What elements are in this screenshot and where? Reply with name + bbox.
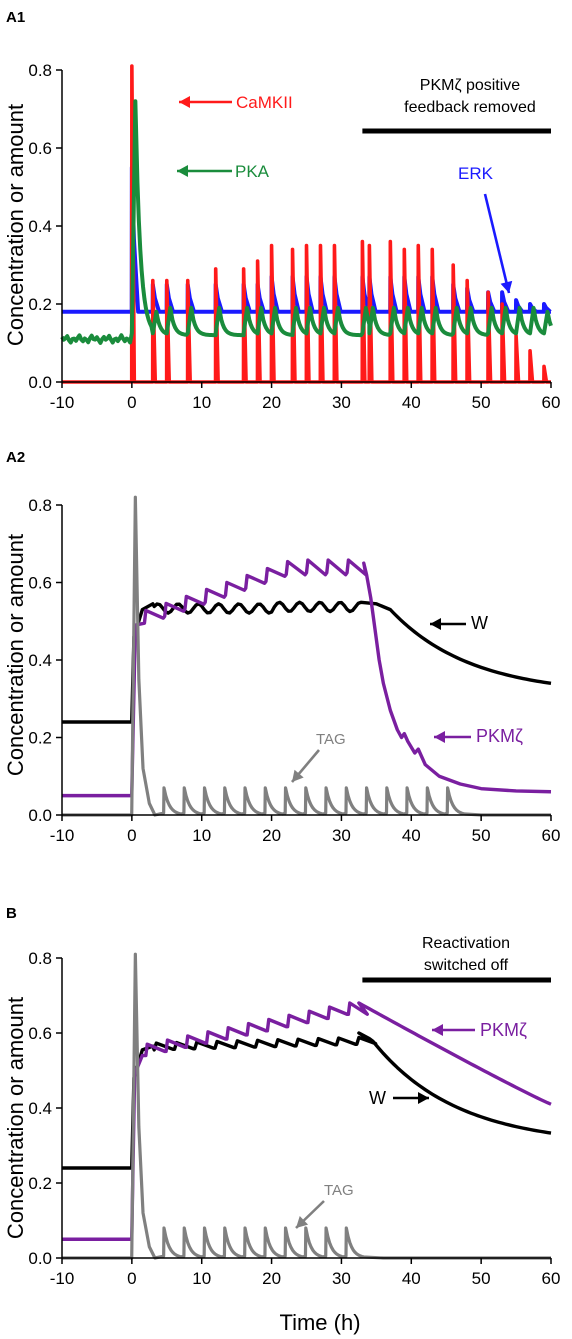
series-w-a2 <box>62 600 552 724</box>
y-tick-label-b: 0.2 <box>28 1174 52 1193</box>
series-pkmzeta-b <box>62 1001 552 1241</box>
x-axis-label: Time (h) <box>279 1310 360 1335</box>
legend-pkmzeta-b: PKMζ <box>480 1020 527 1040</box>
y-axis-label-a2: Concentration or amount <box>3 534 28 776</box>
erk-arrow <box>483 193 511 294</box>
camkii-arrow-head <box>179 96 190 108</box>
x-tick-label-a2: 0 <box>127 826 136 845</box>
x-tick-label-b: 0 <box>127 1269 136 1288</box>
y-tick-label-a1: 0.2 <box>28 295 52 314</box>
x-tick-label-a1: 40 <box>402 393 421 412</box>
x-tick-label-a2: -10 <box>50 826 75 845</box>
y-tick-label-b: 0.6 <box>28 1024 52 1043</box>
legend-w-b: W <box>369 1088 386 1108</box>
y-tick-label-a2: 0.4 <box>28 651 52 670</box>
legend-tag-b: TAG <box>324 1182 354 1199</box>
legend-tag-a2: TAG <box>316 731 346 748</box>
y-axis-label-a1: Concentration or amount <box>3 104 28 346</box>
x-tick-label-a1: -10 <box>50 393 75 412</box>
x-tick-label-a2: 50 <box>472 826 491 845</box>
x-tick-label-b: 10 <box>192 1269 211 1288</box>
x-tick-label-a1: 60 <box>542 393 561 412</box>
legend-pkmzeta-a2: PKMζ <box>476 726 523 746</box>
x-tick-label-b: 30 <box>332 1269 351 1288</box>
y-tick-label-b: 0.0 <box>28 1249 52 1268</box>
panel-a2: Concentration or amount -10 0 10 20 30 40 50 60… <box>3 495 560 845</box>
annotations-b: Reactivation switched off PKMζ W TAG <box>295 935 551 1229</box>
x-tick-label-b: 20 <box>262 1269 281 1288</box>
y-tick-label-a1: 0.0 <box>28 373 52 392</box>
series-tag-b <box>62 952 551 1260</box>
pka-arrow-head <box>177 165 188 177</box>
erk-arrow-head <box>500 280 513 293</box>
x-tick-label-a1: 0 <box>127 393 136 412</box>
bar-label-line2-b: switched off <box>424 957 509 974</box>
x-tick-label-a1: 10 <box>192 393 211 412</box>
bar-label-line1-b: Reactivation <box>422 935 510 952</box>
legend-w-a2: W <box>471 613 488 633</box>
panel-label-b: B <box>6 905 17 922</box>
x-tick-label-b: 60 <box>542 1269 561 1288</box>
axes-b: -10 0 10 20 30 40 50 60 0.0 0.2 0.4 0.6 0.8 <box>28 949 560 1288</box>
series-layer-a2 <box>62 495 552 817</box>
axes-a1: -10 0 10 20 30 40 50 60 0.0 0.2 0.4 0.6 0.8 <box>28 61 560 412</box>
x-tick-label-a2: 40 <box>402 826 421 845</box>
legend-pka: PKA <box>235 162 270 181</box>
y-tick-label-b: 0.8 <box>28 949 52 968</box>
y-tick-label-a2: 0.2 <box>28 729 52 748</box>
x-tick-label-a2: 10 <box>192 826 211 845</box>
bar-label-line1-a1: PKMζ positive <box>420 77 521 94</box>
legend-erk: ERK <box>458 164 494 183</box>
y-axis-label-b: Concentration or amount <box>3 997 28 1239</box>
x-tick-label-a1: 20 <box>262 393 281 412</box>
x-tick-label-a2: 20 <box>262 826 281 845</box>
x-tick-label-a2: 60 <box>542 826 561 845</box>
x-tick-label-b: -10 <box>50 1269 75 1288</box>
series-layer-b <box>62 952 552 1260</box>
pkmzeta-arrow-a2-head <box>434 731 445 743</box>
annotations-a2: W PKMζ TAG <box>291 613 523 783</box>
x-tick-label-b: 40 <box>402 1269 421 1288</box>
x-tick-label-a2: 30 <box>332 826 351 845</box>
x-tick-label-a1: 50 <box>472 393 491 412</box>
panel-b: Concentration or amount -10 0 10 20 30 40 50 60… <box>3 935 560 1288</box>
x-tick-label-b: 50 <box>472 1269 491 1288</box>
y-tick-label-a2: 0.6 <box>28 574 52 593</box>
bar-label-line2-a1: feedback removed <box>404 99 536 116</box>
axes-a2: -10 0 10 20 30 40 50 60 0.0 0.2 0.4 0.6 0.8 <box>28 496 560 845</box>
y-tick-label-b: 0.4 <box>28 1099 52 1118</box>
tag-arrow-a2-head <box>292 769 304 782</box>
y-tick-label-a1: 0.4 <box>28 217 52 236</box>
panel-a1: Concentration or amount -10 0 10 20 30 40 50 60… <box>3 61 560 412</box>
pkmzeta-arrow-b-head <box>432 1024 443 1036</box>
w-arrow-b-head <box>418 1092 429 1104</box>
panel-label-a1: A1 <box>6 9 25 26</box>
series-tag-a2 <box>62 495 551 817</box>
y-tick-label-a1: 0.6 <box>28 139 52 158</box>
y-tick-label-a1: 0.8 <box>28 61 52 80</box>
series-w-b <box>62 1031 552 1170</box>
y-tick-label-a2: 0.8 <box>28 496 52 515</box>
annotations-a1: PKMζ positive feedback removed CaMKII PK… <box>177 77 551 294</box>
series-pka <box>60 99 553 345</box>
series-pkmzeta-a2 <box>62 558 552 798</box>
w-arrow-a2-head <box>430 618 441 630</box>
x-tick-label-a1: 30 <box>332 393 351 412</box>
panel-label-a2: A2 <box>6 449 25 466</box>
tag-arrow-b-head <box>296 1216 309 1228</box>
y-tick-label-a2: 0.0 <box>28 806 52 825</box>
legend-camkii: CaMKII <box>236 93 293 112</box>
